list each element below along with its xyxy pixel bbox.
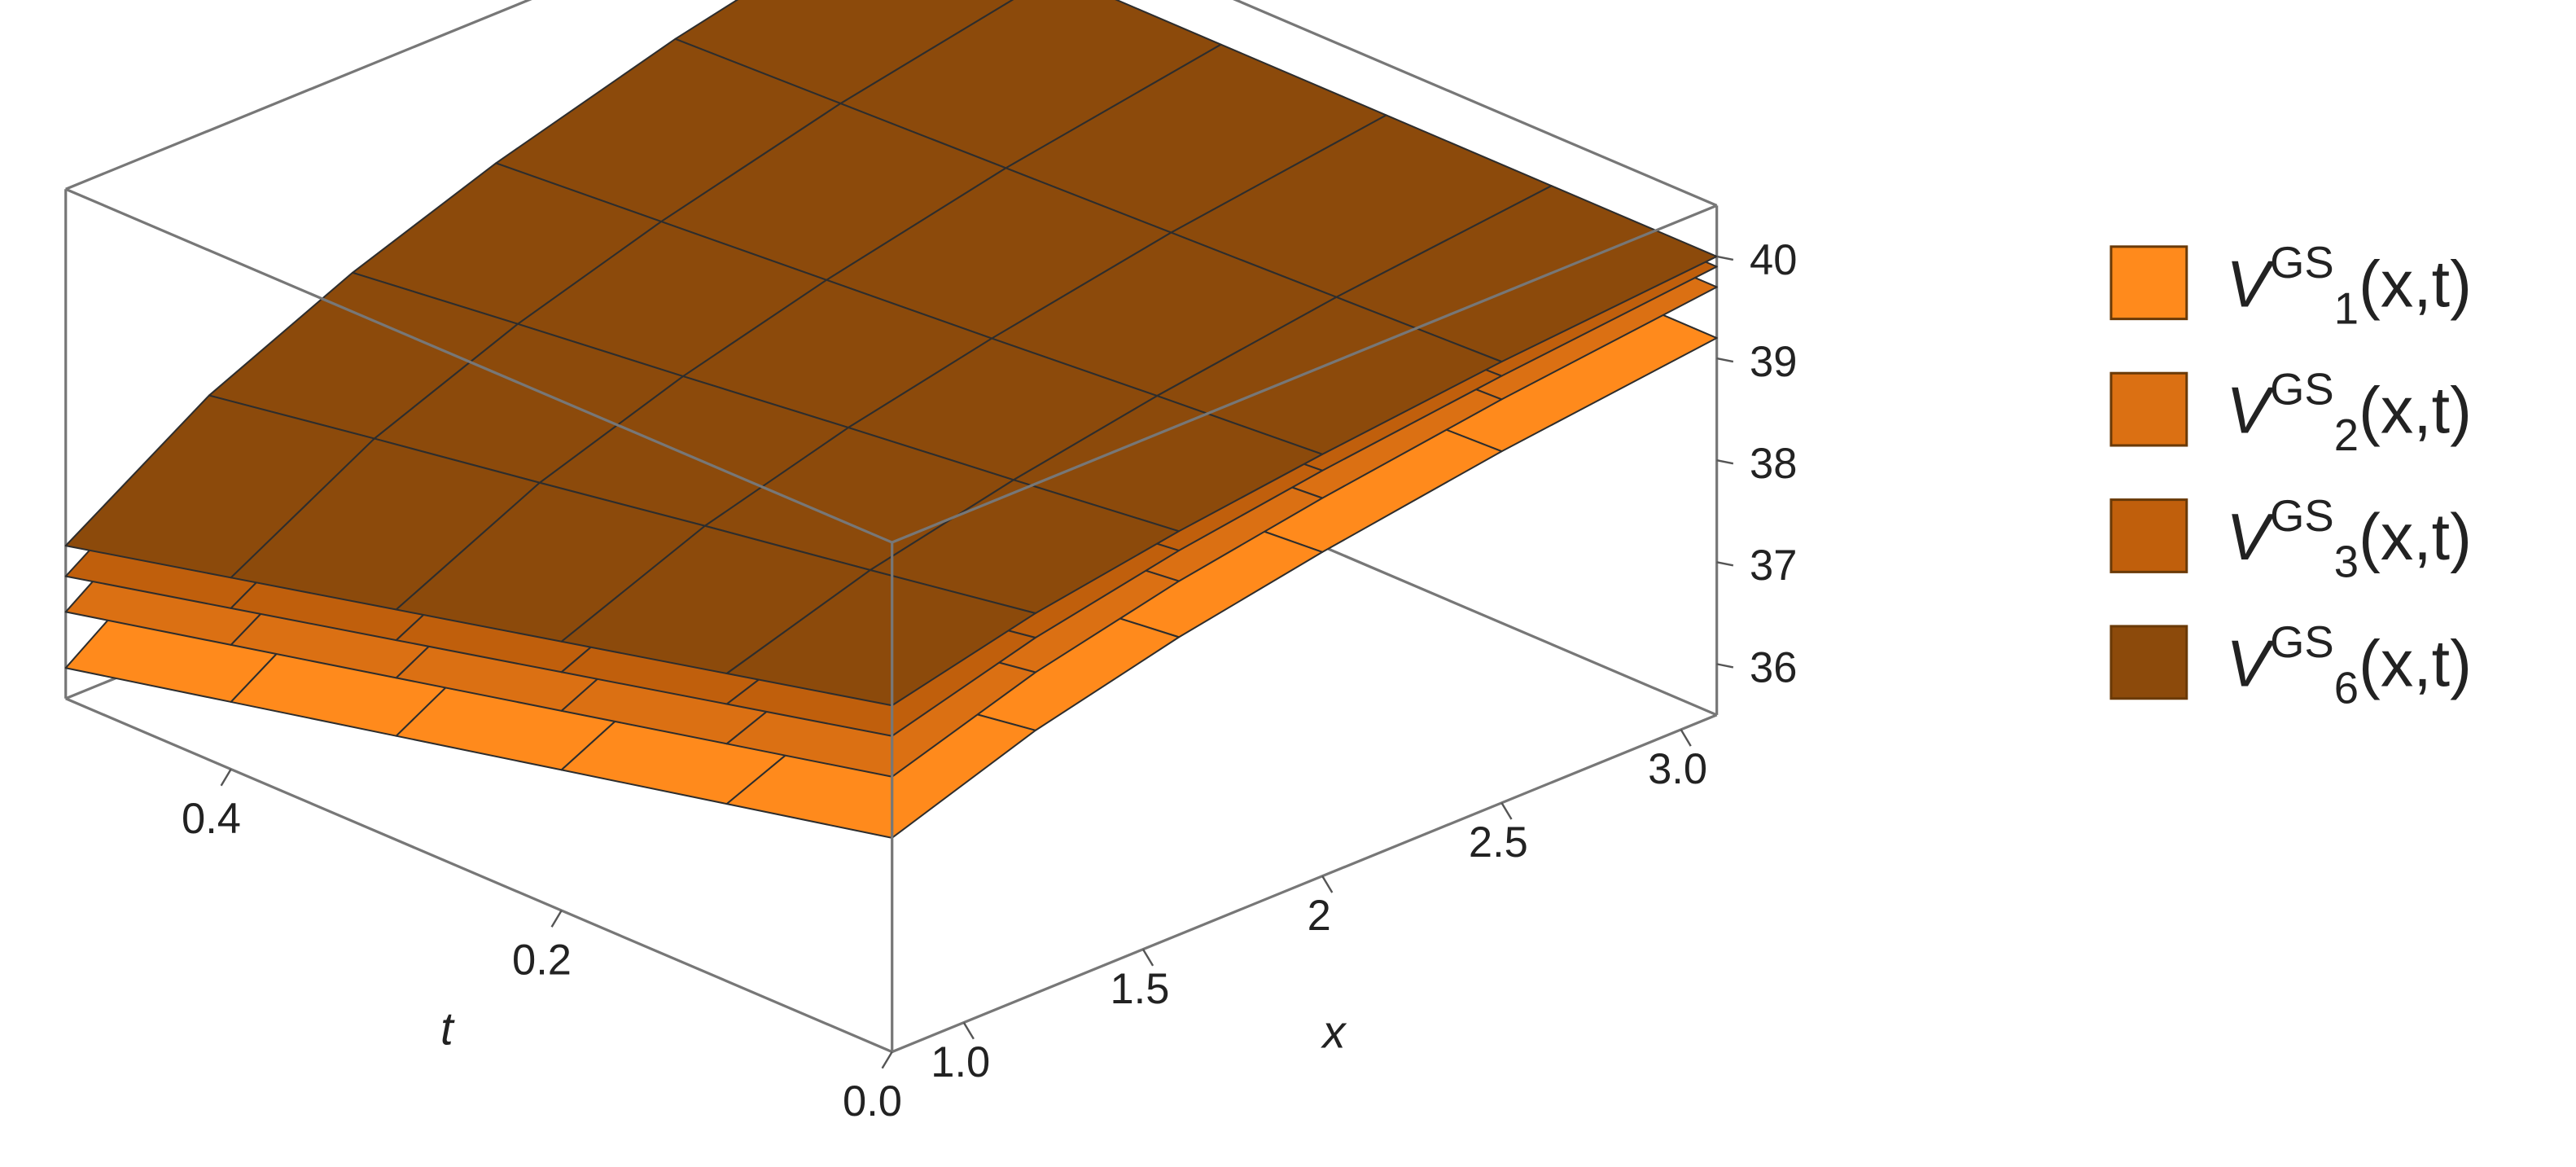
box-front bbox=[65, 187, 1718, 1054]
legend-label: VGS6(x,t) bbox=[2226, 618, 2472, 714]
legend-label: VGS2(x,t) bbox=[2226, 365, 2472, 461]
axes: 1.0 1.5 2 2.5 3.0 0.0 0.2 0.4 36 37 38 39 40 bbox=[182, 237, 1797, 1125]
x-tick bbox=[1141, 949, 1154, 967]
legend-swatch bbox=[2109, 371, 2188, 447]
legend-label-part: (x,t) bbox=[2359, 628, 2472, 701]
box-edge bbox=[65, 187, 893, 544]
legend-label-part: GS bbox=[2270, 491, 2334, 541]
legend-label-part: V bbox=[2226, 375, 2276, 448]
legend-label-part: 2 bbox=[2334, 410, 2359, 460]
t-tick bbox=[881, 1051, 893, 1069]
t-tick bbox=[220, 768, 232, 787]
z-tick-label: 39 bbox=[1750, 339, 1797, 386]
t-tick bbox=[550, 910, 563, 928]
legend-label-part: (x,t) bbox=[2359, 501, 2472, 574]
x-tick bbox=[1680, 729, 1692, 747]
x-tick bbox=[1500, 802, 1513, 820]
x-tick-label: 1.5 bbox=[1110, 966, 1169, 1013]
legend-label-part: GS bbox=[2270, 238, 2334, 287]
box-edge bbox=[1233, 0, 1718, 207]
x-tick bbox=[1321, 875, 1334, 893]
x-tick-label: 2 bbox=[1308, 893, 1331, 940]
x-tick-label: 2.5 bbox=[1469, 819, 1528, 866]
legend: VGS1(x,t)VGS2(x,t)VGS3(x,t)VGS6(x,t) bbox=[2109, 238, 2472, 714]
z-tick-label: 38 bbox=[1750, 441, 1797, 488]
t-tick-label: 0.2 bbox=[512, 937, 572, 984]
t-tick-label: 0.0 bbox=[843, 1078, 902, 1125]
legend-label-part: 1 bbox=[2334, 284, 2359, 334]
legend-label: VGS1(x,t) bbox=[2226, 238, 2472, 334]
t-axis-label: t bbox=[440, 1002, 455, 1054]
box-edge bbox=[892, 204, 1718, 544]
legend-label-part: 6 bbox=[2334, 664, 2359, 713]
z-tick bbox=[1716, 663, 1734, 669]
legend-swatch bbox=[2109, 245, 2188, 321]
z-tick-label: 36 bbox=[1750, 644, 1797, 691]
legend-label-part: 3 bbox=[2334, 537, 2359, 587]
legend-swatch bbox=[2109, 625, 2188, 700]
x-tick-label: 1.0 bbox=[931, 1039, 990, 1086]
z-tick-label: 40 bbox=[1750, 237, 1797, 284]
legend-swatch bbox=[2109, 498, 2188, 573]
x-axis-label: x bbox=[1320, 1006, 1347, 1057]
surface-cell bbox=[725, 569, 1036, 707]
z-tick bbox=[1716, 255, 1734, 261]
legend-label-part: V bbox=[2226, 501, 2276, 574]
z-tick bbox=[1716, 357, 1734, 363]
legend-label-part: (x,t) bbox=[2359, 248, 2472, 322]
box-edge bbox=[892, 713, 1718, 1054]
legend-label-part: (x,t) bbox=[2359, 375, 2472, 448]
surface bbox=[64, 0, 1718, 707]
z-tick-label: 37 bbox=[1750, 542, 1797, 590]
x-tick bbox=[962, 1021, 975, 1040]
legend-label-part: GS bbox=[2270, 618, 2334, 668]
legend-label-part: GS bbox=[2270, 365, 2334, 415]
x-tick-label: 3.0 bbox=[1648, 746, 1707, 793]
z-tick bbox=[1716, 561, 1734, 567]
legend-label-part: V bbox=[2226, 628, 2276, 701]
box-edge bbox=[65, 697, 893, 1054]
surfaces bbox=[64, 0, 1718, 839]
box-edge bbox=[65, 0, 532, 191]
z-tick bbox=[1716, 458, 1734, 465]
t-tick-label: 0.4 bbox=[182, 796, 241, 843]
legend-label: VGS3(x,t) bbox=[2226, 491, 2472, 587]
legend-label-part: V bbox=[2226, 248, 2276, 322]
